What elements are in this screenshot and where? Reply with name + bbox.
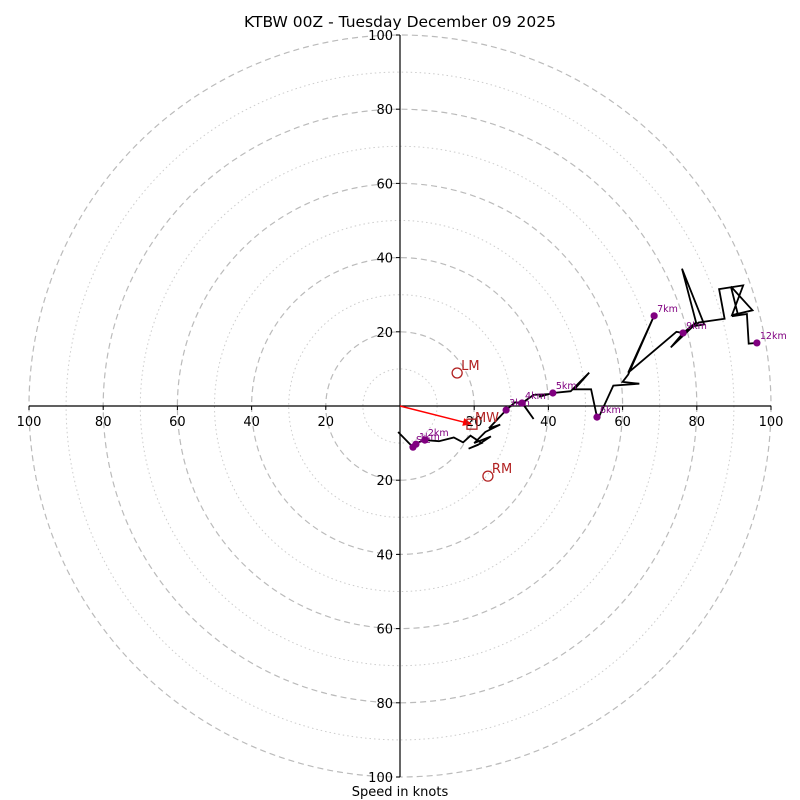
y-tick-label: 40 <box>376 548 393 563</box>
x-tick-label: 40 <box>540 415 557 430</box>
height-marker-7km <box>650 312 658 320</box>
x-tick-label: 60 <box>169 415 186 430</box>
height-label-1km: 1km <box>419 432 440 443</box>
mw-marker <box>466 418 478 430</box>
lm-marker <box>451 367 463 379</box>
x-tick-label: 80 <box>689 415 706 430</box>
storm-motion-markers: LM RM MW <box>399 359 512 482</box>
y-tick-label: 40 <box>376 252 393 267</box>
rm-marker <box>482 470 494 482</box>
chart-title: KTBW 00Z - Tuesday December 09 2025 <box>244 13 556 31</box>
x-tick-label: 60 <box>614 415 631 430</box>
y-tick-label: 60 <box>376 177 393 192</box>
mean-wind-arrow-shaft <box>399 405 469 424</box>
y-tick-label: 100 <box>368 771 393 786</box>
hodograph-trace <box>397 268 757 450</box>
x-tick-label: 80 <box>95 415 112 430</box>
height-marker-3km <box>502 406 510 414</box>
height-label-7km: 7km <box>657 304 678 315</box>
height-marker-5km <box>549 389 557 397</box>
hodograph-line <box>397 268 757 450</box>
y-tick-label: 60 <box>376 623 393 638</box>
y-tick-label: 80 <box>376 103 393 118</box>
height-label-9km: 9km <box>686 321 707 332</box>
tick-labels: 100 80 60 40 20 20 40 60 80 100100806040202040608… <box>17 29 784 786</box>
x-tick-label: 20 <box>318 415 335 430</box>
height-label-5km: 5km <box>556 381 577 392</box>
height-marker-12km <box>753 339 761 347</box>
height-marker-9km <box>679 329 687 337</box>
height-label-6km: 6km <box>600 405 621 416</box>
x-tick-label: 100 <box>17 415 42 430</box>
height-markers: Sfc1km2km3km4km5km6km7km9km12km <box>409 304 787 451</box>
y-tick-label: 80 <box>376 697 393 712</box>
y-tick-label: 100 <box>368 29 393 44</box>
y-tick-label: 20 <box>376 474 393 489</box>
rm-label: RM <box>492 462 512 477</box>
mw-label: MW <box>475 411 499 426</box>
x-tick-label: 100 <box>759 415 784 430</box>
lm-label: LM <box>461 359 479 374</box>
x-tick-label: 40 <box>243 415 260 430</box>
height-marker-2km <box>421 436 429 444</box>
height-label-12km: 12km <box>760 331 787 342</box>
x-axis-label: Speed in knots <box>352 785 449 800</box>
y-tick-label: 20 <box>376 326 393 341</box>
height-label-2km: 2km <box>428 428 449 439</box>
height-marker-4km <box>518 399 526 407</box>
height-marker-6km <box>593 413 601 421</box>
height-marker-1km <box>412 440 420 448</box>
height-label-4km: 4km <box>525 391 546 402</box>
